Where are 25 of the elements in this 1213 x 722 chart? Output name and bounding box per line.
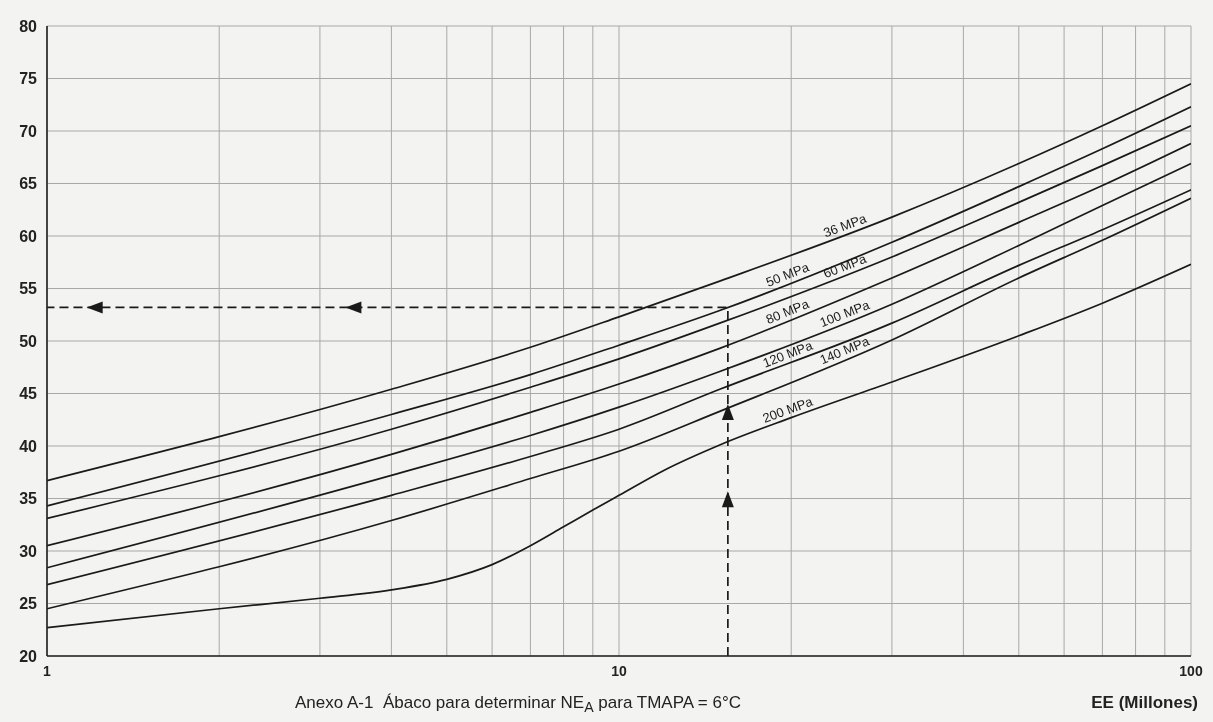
x-tick-label: 1: [43, 662, 52, 679]
y-tick-label: 30: [19, 542, 38, 560]
text: 120 MPa: [760, 337, 816, 371]
x-tick-label: 100: [1179, 662, 1203, 679]
y-tick-label: 50: [19, 332, 38, 350]
text: 36 MPa: [821, 210, 870, 241]
y-tick-label: 75: [19, 70, 38, 88]
y-tick-label: 25: [19, 595, 38, 613]
y-tick-label: 35: [19, 490, 38, 508]
text: Anexo A-1 Ábaco para determinar NE$_{A}$ para TMAPA = 6°C: [295, 693, 742, 716]
y-tick-label: 80: [19, 17, 38, 35]
y-tick-label: 55: [19, 280, 38, 298]
y-tick-label: 40: [19, 437, 38, 455]
y-tick-label: 45: [19, 385, 38, 403]
text: 100 MPa: [817, 296, 873, 330]
text: 80 MPa: [763, 295, 812, 327]
text: 140 MPa: [817, 333, 873, 368]
legend-label: 200 MPa: [760, 393, 816, 426]
y-tick-label: 20: [19, 647, 38, 665]
y-tick-label: 65: [19, 175, 38, 193]
y-tick-label: 60: [19, 227, 38, 245]
y-tick-label: 70: [19, 122, 38, 140]
x-tick-label: 10: [611, 662, 627, 679]
text: 50 MPa: [763, 259, 812, 290]
x-axis-title: EE (Millones): [1091, 693, 1198, 713]
